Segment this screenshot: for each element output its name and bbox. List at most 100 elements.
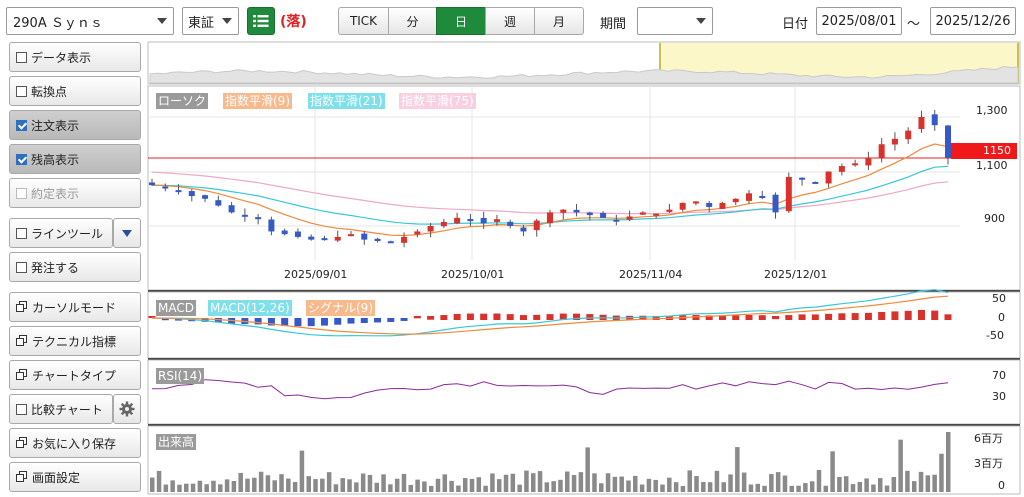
exchange-value: 東証 bbox=[188, 15, 215, 31]
macd-bar bbox=[931, 310, 939, 320]
candle-body bbox=[414, 231, 421, 235]
volume-bar bbox=[299, 450, 305, 492]
balance-display-label: 残高表示 bbox=[31, 152, 80, 167]
macd-bar bbox=[718, 315, 726, 320]
rsi-pane bbox=[147, 359, 1021, 425]
macd-bar bbox=[427, 316, 435, 320]
navigator-pane[interactable] bbox=[147, 41, 1021, 85]
volume-tick-3m: 3百万 bbox=[974, 457, 1003, 470]
volume-bar bbox=[156, 470, 162, 492]
macd-bar bbox=[506, 314, 514, 320]
symbol-select[interactable]: 290A Ｓｙｎｓ bbox=[6, 7, 174, 35]
place-order-label: 発注する bbox=[31, 260, 80, 275]
tab-month[interactable]: 月 bbox=[534, 7, 584, 35]
volume-bar bbox=[530, 473, 536, 492]
volume-bar bbox=[218, 484, 223, 492]
compare-chart-settings-button[interactable] bbox=[113, 394, 141, 424]
volume-bar bbox=[517, 484, 522, 492]
order-display-toggle[interactable]: 注文表示 bbox=[9, 110, 141, 140]
volume-bar bbox=[306, 476, 311, 492]
line-tool-toggle[interactable]: ラインツール bbox=[9, 218, 113, 248]
tab-week[interactable]: 週 bbox=[485, 7, 535, 35]
screen-settings-button[interactable]: 画面設定 bbox=[9, 462, 141, 492]
candle-body bbox=[905, 130, 912, 140]
technical-indicator-button[interactable]: テクニカル指標 bbox=[9, 326, 141, 356]
tab-day[interactable]: 日 bbox=[436, 7, 486, 35]
volume-bar bbox=[735, 447, 740, 492]
candle-body bbox=[931, 114, 938, 126]
volume-bar bbox=[333, 484, 339, 492]
candle-body bbox=[692, 201, 699, 204]
candle-body bbox=[706, 202, 713, 207]
checkbox-icon bbox=[16, 227, 27, 239]
data-display-toggle[interactable]: データ表示 bbox=[9, 42, 141, 72]
macd-bar bbox=[360, 318, 368, 323]
volume-bar bbox=[367, 474, 373, 492]
window-icon bbox=[16, 437, 28, 449]
macd-bar bbox=[785, 315, 793, 320]
price-tick-1300: 1,300 bbox=[976, 104, 1008, 117]
macd-bar bbox=[267, 318, 275, 326]
line-tool-dropdown-button[interactable] bbox=[113, 218, 141, 248]
save-favorite-label: お気に入り保存 bbox=[32, 436, 117, 451]
volume-bar bbox=[721, 482, 726, 492]
macd-bar bbox=[254, 318, 262, 325]
date-to-input[interactable]: 2025/12/26 bbox=[930, 7, 1016, 35]
compare-chart-toggle[interactable]: 比較チャート bbox=[9, 394, 113, 424]
candle-body bbox=[653, 213, 660, 216]
exchange-select[interactable]: 東証 bbox=[182, 7, 239, 35]
volume-bar bbox=[871, 484, 876, 492]
period-select[interactable] bbox=[637, 7, 713, 35]
candle-body bbox=[241, 214, 248, 217]
macd-bar bbox=[705, 315, 713, 320]
macd-bar bbox=[772, 316, 780, 320]
volume-bar bbox=[272, 480, 277, 492]
volume-bar bbox=[571, 474, 577, 492]
volume-bar bbox=[184, 483, 189, 492]
turning-point-toggle[interactable]: 転換点 bbox=[9, 76, 141, 106]
volume-bar bbox=[190, 483, 196, 492]
list-view-button[interactable] bbox=[247, 7, 275, 35]
screen-settings-label: 画面設定 bbox=[32, 470, 81, 485]
macd-bar bbox=[904, 310, 912, 320]
execution-display-label: 約定表示 bbox=[31, 186, 80, 201]
macd-bar bbox=[586, 314, 594, 320]
date-from-input[interactable]: 2025/08/01 bbox=[816, 7, 902, 35]
volume-bar bbox=[741, 472, 747, 492]
window-icon bbox=[16, 471, 28, 483]
macd-tick-0: 0 bbox=[998, 311, 1005, 324]
volume-bar bbox=[687, 470, 692, 492]
balance-display-toggle[interactable]: 残高表示 bbox=[9, 144, 141, 174]
chart-type-button[interactable]: チャートタイプ bbox=[9, 360, 141, 390]
volume-bar bbox=[204, 484, 209, 492]
volume-bar bbox=[667, 477, 672, 492]
volume-bar bbox=[592, 473, 597, 492]
tab-tick[interactable]: TICK bbox=[338, 7, 389, 35]
candle-body bbox=[162, 186, 169, 189]
candle-body bbox=[361, 233, 368, 240]
rsi-tick-30: 30 bbox=[992, 390, 1006, 403]
candle-body bbox=[573, 209, 580, 213]
window-icon bbox=[16, 335, 28, 347]
place-order-toggle[interactable]: 発注する bbox=[9, 252, 141, 282]
volume-bar bbox=[626, 480, 631, 492]
volume-bar bbox=[415, 479, 420, 492]
cursor-mode-button[interactable]: カーソルモード bbox=[9, 292, 141, 322]
volume-bar bbox=[354, 482, 359, 492]
candle-body bbox=[454, 217, 461, 224]
candle-body bbox=[547, 212, 553, 224]
volume-tick-6m: 6百万 bbox=[974, 432, 1003, 445]
volume-bar bbox=[898, 439, 903, 492]
candle-body bbox=[175, 190, 182, 193]
volume-bar bbox=[830, 451, 835, 492]
macd-bar bbox=[692, 314, 700, 320]
volume-bar bbox=[510, 473, 516, 492]
candle-body bbox=[732, 198, 739, 203]
volume-bar bbox=[884, 485, 890, 492]
save-favorite-button[interactable]: お気に入り保存 bbox=[9, 428, 141, 458]
candle-body bbox=[480, 217, 487, 224]
volume-bar bbox=[551, 481, 556, 492]
candle-body bbox=[467, 219, 474, 222]
volume-bar bbox=[340, 478, 345, 492]
